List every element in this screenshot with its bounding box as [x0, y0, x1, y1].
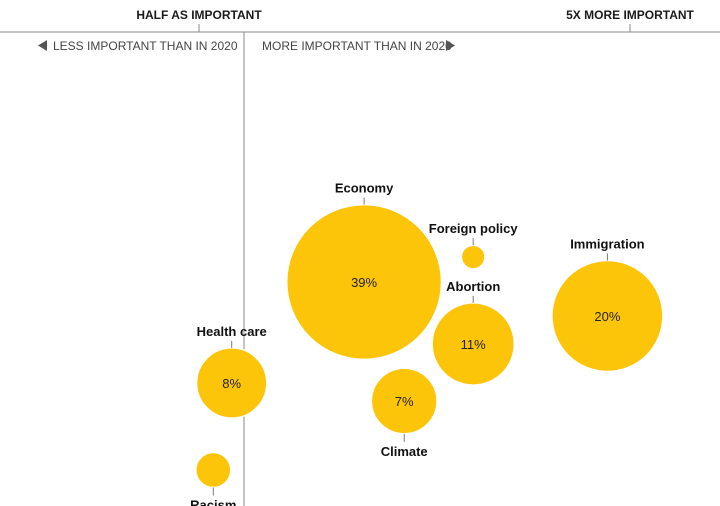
- bubble-label-immigration: Immigration: [570, 237, 644, 252]
- bubble-value-climate: 7%: [395, 394, 414, 409]
- tick-label-5x: 5X MORE IMPORTANT: [566, 8, 694, 22]
- tick-label-half: HALF AS IMPORTANT: [136, 8, 262, 22]
- right-arrow-icon: [446, 40, 455, 51]
- bubble-racism: [195, 451, 232, 489]
- bubbles-layer: 39% Economy 20% Immigration 11% Abortion 8% Hea…: [190, 181, 664, 506]
- bubble-label-economy: Economy: [335, 181, 394, 196]
- bubble-label-abortion: Abortion: [446, 279, 500, 294]
- bubble-label-foreign-policy: Foreign policy: [429, 221, 519, 236]
- left-arrow-icon: [38, 40, 47, 51]
- less-important-label: LESS IMPORTANT THAN IN 2020: [53, 39, 238, 53]
- bubble-label-climate: Climate: [381, 444, 428, 459]
- bubble-value-economy: 39%: [351, 275, 377, 290]
- bubble-value-abortion: 11%: [461, 337, 486, 352]
- bubble-label-health-care: Health care: [197, 324, 267, 339]
- bubble-value-immigration: 20%: [594, 309, 620, 324]
- bubble-value-health-care: 8%: [222, 376, 241, 391]
- bubble-foreign-policy: [460, 244, 486, 270]
- bubble-label-racism: Racism: [190, 498, 236, 506]
- more-important-label: MORE IMPORTANT THAN IN 2020: [262, 39, 452, 53]
